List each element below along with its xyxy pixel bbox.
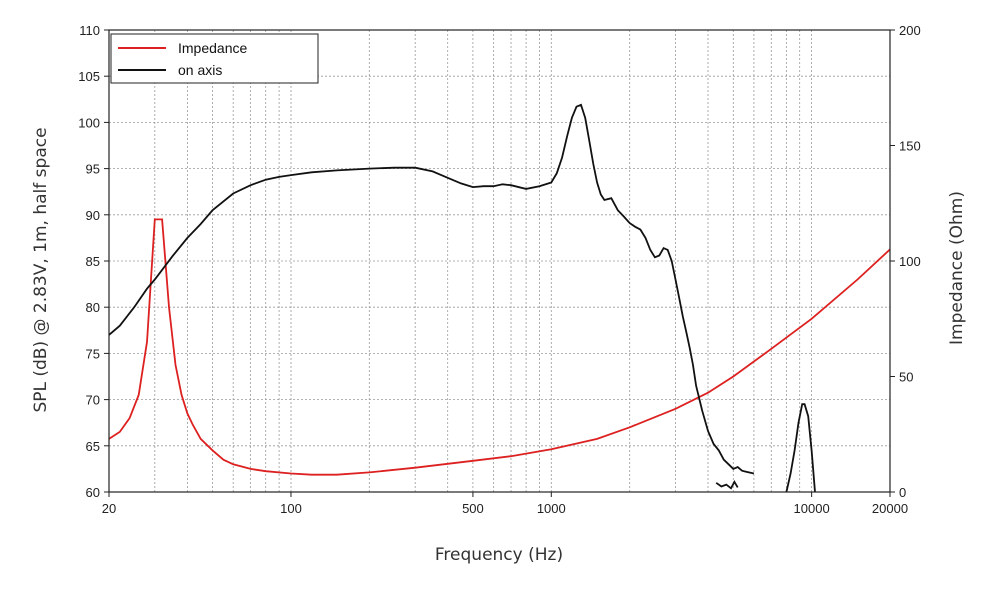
y2-axis-ticks: 0 50 100 150 200 [890, 23, 921, 500]
series-on-axis-fragments [715, 403, 816, 493]
legend-label-impedance: Impedance [178, 40, 247, 56]
y-axis-ticks: 60 65 70 75 80 85 90 95 100 105 110 [78, 23, 109, 500]
y2-tick-label: 100 [899, 254, 921, 269]
y-tick-label: 85 [86, 254, 100, 269]
y-tick-label: 105 [78, 69, 100, 84]
plot-lines [108, 103, 891, 493]
y-tick-label: 110 [79, 23, 100, 38]
y-tick-label: 90 [86, 208, 100, 223]
legend-box [110, 33, 319, 84]
y-tick-label: 75 [86, 346, 100, 361]
y-axis-title: SPL (dB) @ 2.83V, 1m, half space [31, 127, 51, 412]
y-tick-label: 65 [86, 439, 100, 454]
x-axis-title: Frequency (Hz) [435, 545, 563, 565]
y-tick-label: 70 [86, 393, 100, 408]
legend-label-on-axis: on axis [178, 62, 222, 78]
series-on-axis-line [108, 103, 755, 475]
y2-axis-title: Impedance (Ohm) [947, 191, 967, 345]
grid [109, 30, 890, 492]
y-tick-label: 60 [86, 485, 100, 500]
y-tick-label: 100 [78, 115, 100, 130]
x-axis-ticks: 20 100 500 1000 10000 20000 [102, 492, 908, 516]
series-on-axis-fragment [785, 403, 816, 493]
x-tick-label: 20000 [872, 501, 908, 516]
x-tick-label: 10000 [794, 501, 830, 516]
y-tick-label: 80 [86, 300, 100, 315]
series-on-axis-fragment [715, 479, 739, 490]
legend: Impedance on axis [110, 33, 319, 84]
x-tick-label: 1000 [537, 501, 566, 516]
y2-tick-label: 150 [899, 139, 921, 154]
y2-tick-label: 50 [899, 370, 913, 385]
series-impedance-line [108, 218, 891, 476]
y2-tick-label: 0 [899, 485, 906, 500]
y-tick-label: 95 [86, 162, 100, 177]
x-tick-label: 20 [102, 501, 116, 516]
y2-tick-label: 200 [899, 23, 921, 38]
x-tick-label: 100 [280, 501, 302, 516]
x-tick-label: 500 [462, 501, 484, 516]
